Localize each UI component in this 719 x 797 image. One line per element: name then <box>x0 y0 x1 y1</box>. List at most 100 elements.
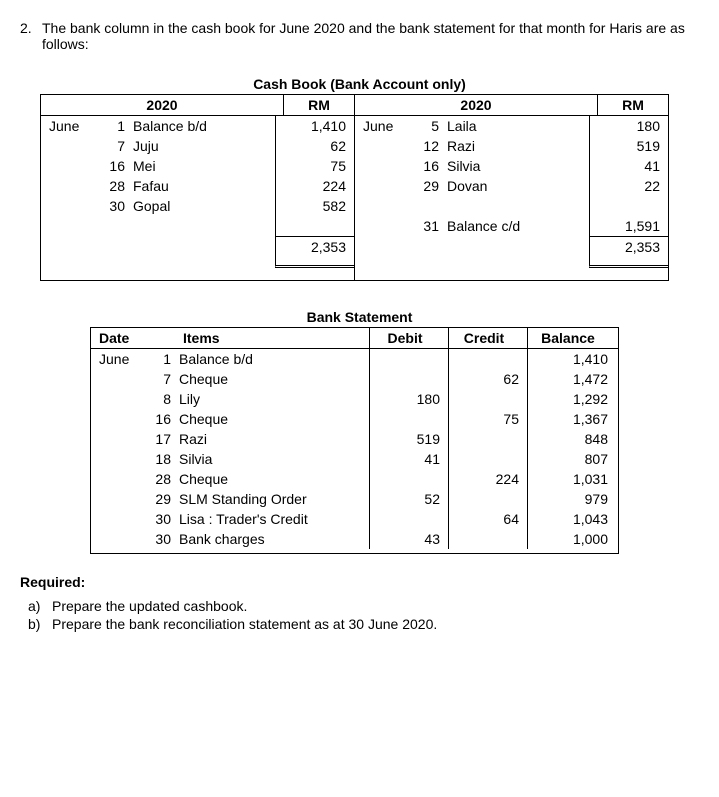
st-items: Cheque <box>175 469 369 489</box>
st-credit <box>448 349 527 369</box>
st-credit: 75 <box>448 409 527 429</box>
cashbook-credit-total: 2,353 <box>355 236 668 268</box>
question-number: 2. <box>20 20 42 52</box>
st-balance: 979 <box>527 489 618 509</box>
st-day: 18 <box>145 449 175 469</box>
cb-desc: Juju <box>129 136 275 156</box>
question-block: 2. The bank column in the cash book for … <box>20 20 699 52</box>
cashbook-debit-row: June1Balance b/d1,410 <box>41 116 354 136</box>
cb-amount: 224 <box>275 176 354 196</box>
stmt-head-debit: Debit <box>369 328 448 348</box>
statement-row: 28Cheque2241,031 <box>91 469 618 489</box>
st-items: Lily <box>175 389 369 409</box>
cb-day: 16 <box>413 156 443 176</box>
cashbook-header: 2020 RM June1Balance b/d1,4107Juju6216Me… <box>41 95 668 280</box>
cb-month <box>355 216 413 236</box>
cb-day: 29 <box>413 176 443 196</box>
statement-row: 30Lisa : Trader's Credit641,043 <box>91 509 618 529</box>
cashbook-debit-total: 2,353 <box>41 236 354 268</box>
st-debit <box>369 469 448 489</box>
cb-day: 12 <box>413 136 443 156</box>
statement-row: 30Bank charges431,000 <box>91 529 618 549</box>
st-balance: 1,031 <box>527 469 618 489</box>
cb-desc: Balance b/d <box>129 116 275 136</box>
cashbook-credit-body: June5Laila18012Razi51916Silvia4129Dovan2… <box>355 116 668 280</box>
cb-month <box>355 156 413 176</box>
cb-desc: Fafau <box>129 176 275 196</box>
statement-row: 7Cheque621,472 <box>91 369 618 389</box>
required-item: b)Prepare the bank reconciliation statem… <box>28 616 699 632</box>
cb-month <box>41 156 99 176</box>
cb-month <box>355 136 413 156</box>
req-text: Prepare the updated cashbook. <box>52 598 247 614</box>
cashbook-year-left: 2020 <box>41 95 283 115</box>
cb-credit-total-amt: 2,353 <box>589 236 668 268</box>
st-credit <box>448 429 527 449</box>
cashbook-year-right: 2020 <box>355 95 597 115</box>
st-items: Bank charges <box>175 529 369 549</box>
cashbook-spacer <box>41 216 354 236</box>
cashbook-spacer <box>355 196 668 216</box>
cb-amount: 180 <box>589 116 668 136</box>
cashbook-credit-row: 12Razi519 <box>355 136 668 156</box>
cb-day: 5 <box>413 116 443 136</box>
st-credit <box>448 489 527 509</box>
st-day: 8 <box>145 389 175 409</box>
st-credit <box>448 529 527 549</box>
req-letter: b) <box>28 616 52 632</box>
statement-row: 8Lily180 1,292 <box>91 389 618 409</box>
cb-amount: 41 <box>589 156 668 176</box>
st-day: 29 <box>145 489 175 509</box>
cb-month <box>355 176 413 196</box>
st-debit: 52 <box>369 489 448 509</box>
st-day: 30 <box>145 529 175 549</box>
stmt-head-credit: Credit <box>448 328 527 348</box>
cb-month <box>41 136 99 156</box>
st-day: 7 <box>145 369 175 389</box>
statement-table: Date Items Debit Credit Balance June1Bal… <box>90 327 619 554</box>
required-item: a)Prepare the updated cashbook. <box>28 598 699 614</box>
st-items: Razi <box>175 429 369 449</box>
cb-desc: Dovan <box>443 176 589 196</box>
question-text: The bank column in the cash book for Jun… <box>42 20 699 52</box>
cb-month: June <box>355 116 413 136</box>
st-balance: 1,043 <box>527 509 618 529</box>
statement-body: June1Balance b/d1,4107Cheque621,4728Lily… <box>91 349 618 553</box>
st-items: Balance b/d <box>175 349 369 369</box>
st-balance: 807 <box>527 449 618 469</box>
st-month <box>91 369 145 389</box>
st-credit <box>448 389 527 409</box>
cb-desc: Gopal <box>129 196 275 216</box>
st-month <box>91 429 145 449</box>
st-credit: 224 <box>448 469 527 489</box>
cashbook-debit-row: 28Fafau224 <box>41 176 354 196</box>
cb-day: 31 <box>413 216 443 236</box>
cb-amount: 62 <box>275 136 354 156</box>
cb-desc: Laila <box>443 116 589 136</box>
cb-month: June <box>41 116 99 136</box>
statement-row: 16Cheque751,367 <box>91 409 618 429</box>
stmt-head-date: Date <box>91 328 179 348</box>
statement-header: Date Items Debit Credit Balance <box>91 328 618 349</box>
cashbook-balance-row: 31Balance c/d1,591 <box>355 216 668 236</box>
st-month: June <box>91 349 145 369</box>
cashbook-title: Cash Book (Bank Account only) <box>20 76 699 92</box>
st-month <box>91 409 145 429</box>
st-balance: 1,410 <box>527 349 618 369</box>
st-month <box>91 389 145 409</box>
st-balance: 1,000 <box>527 529 618 549</box>
st-month <box>91 489 145 509</box>
st-credit <box>448 449 527 469</box>
cb-month <box>41 196 99 216</box>
cb-desc: Balance c/d <box>443 216 589 236</box>
st-month <box>91 449 145 469</box>
st-balance: 1,292 <box>527 389 618 409</box>
st-debit: 180 <box>369 389 448 409</box>
cb-day: 30 <box>99 196 129 216</box>
cashbook-debit-row: 30Gopal582 <box>41 196 354 216</box>
stmt-head-balance: Balance <box>527 328 618 348</box>
cb-desc: Razi <box>443 136 589 156</box>
cb-amount: 1,591 <box>589 216 668 236</box>
cb-day: 28 <box>99 176 129 196</box>
st-day: 17 <box>145 429 175 449</box>
